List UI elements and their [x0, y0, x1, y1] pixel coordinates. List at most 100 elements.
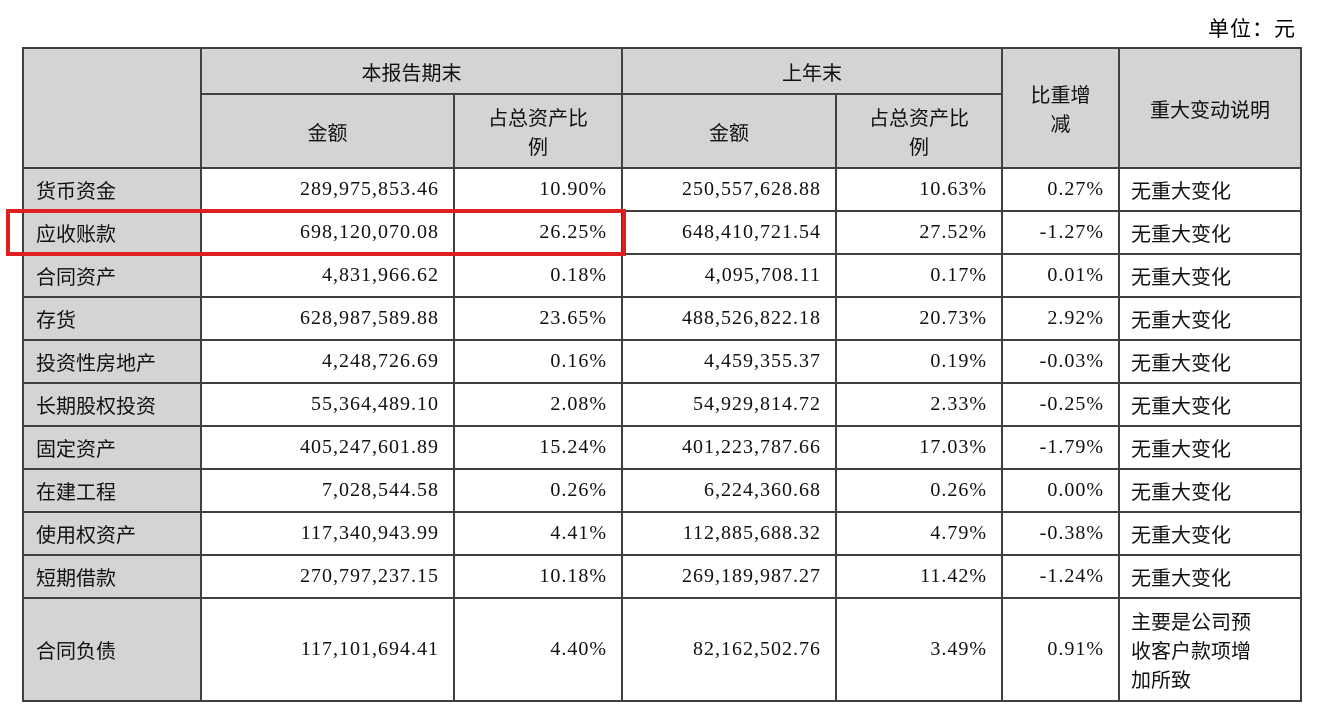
note-cell: 无重大变化 [1118, 296, 1302, 341]
current-pct-cell: 10.18% [453, 554, 623, 599]
prior-pct-header: 占总资产比 例 [835, 93, 1003, 169]
current-pct-cell: 10.90% [453, 167, 623, 212]
change-pct-cell: 0.00% [1001, 468, 1120, 513]
current-pct-cell: 0.16% [453, 339, 623, 384]
prior-amount-cell: 488,526,822.18 [621, 296, 837, 341]
table-row: 固定资产 405,247,601.89 15.24% 401,223,787.66 17… [22, 425, 1302, 470]
prior-amount-cell: 401,223,787.66 [621, 425, 837, 470]
prior-amount-cell: 4,095,708.11 [621, 253, 837, 298]
table-body: 货币资金 289,975,853.46 10.90% 250,557,628.88 10… [22, 167, 1302, 702]
current-pct-cell: 23.65% [453, 296, 623, 341]
note-cell: 主要是公司预 收客户款项增 加所致 [1118, 597, 1302, 702]
prior-amount-header: 金额 [621, 93, 837, 169]
row-label-cell: 使用权资产 [22, 511, 202, 556]
table-row: 合同资产 4,831,966.62 0.18% 4,095,708.11 0.17% 0.… [22, 253, 1302, 298]
current-amount-cell: 55,364,489.10 [200, 382, 455, 427]
note-cell: 无重大变化 [1118, 554, 1302, 599]
current-pct-cell: 0.26% [453, 468, 623, 513]
row-label-cell: 在建工程 [22, 468, 202, 513]
table-row: 使用权资产 117,340,943.99 4.41% 112,885,688.32 4.… [22, 511, 1302, 556]
prior-pct-cell: 27.52% [835, 210, 1003, 255]
current-pct-cell: 2.08% [453, 382, 623, 427]
current-amount-cell: 4,248,726.69 [200, 339, 455, 384]
current-pct-cell: 0.18% [453, 253, 623, 298]
prior-pct-cell: 0.17% [835, 253, 1003, 298]
prior-amount-cell: 269,189,987.27 [621, 554, 837, 599]
prior-pct-cell: 3.49% [835, 597, 1003, 702]
corner-header-cell [22, 47, 202, 169]
current-amount-cell: 117,340,943.99 [200, 511, 455, 556]
prior-amount-cell: 4,459,355.37 [621, 339, 837, 384]
change-pct-cell: 0.91% [1001, 597, 1120, 702]
row-label-cell: 合同负债 [22, 597, 202, 702]
prior-amount-cell: 6,224,360.68 [621, 468, 837, 513]
current-amount-cell: 628,987,589.88 [200, 296, 455, 341]
table-row: 应收账款 698,120,070.08 26.25% 648,410,721.54 27… [22, 210, 1302, 255]
row-label-cell: 投资性房地产 [22, 339, 202, 384]
note-cell: 无重大变化 [1118, 339, 1302, 384]
prior-amount-cell: 82,162,502.76 [621, 597, 837, 702]
prior-amount-cell: 54,929,814.72 [621, 382, 837, 427]
prior-pct-cell: 17.03% [835, 425, 1003, 470]
change-pct-cell: 0.01% [1001, 253, 1120, 298]
change-pct-cell: -0.03% [1001, 339, 1120, 384]
current-pct-cell: 4.40% [453, 597, 623, 702]
change-pct-cell: 2.92% [1001, 296, 1120, 341]
change-pct-cell: -0.38% [1001, 511, 1120, 556]
change-pct-cell: -1.24% [1001, 554, 1120, 599]
row-label-cell: 货币资金 [22, 167, 202, 212]
prior-pct-cell: 0.26% [835, 468, 1003, 513]
note-cell: 无重大变化 [1118, 382, 1302, 427]
prior-amount-cell: 250,557,628.88 [621, 167, 837, 212]
prior-pct-cell: 0.19% [835, 339, 1003, 384]
table-row: 投资性房地产 4,248,726.69 0.16% 4,459,355.37 0.19%… [22, 339, 1302, 384]
change-pct-cell: -0.25% [1001, 382, 1120, 427]
current-amount-header: 金额 [200, 93, 455, 169]
change-pct-cell: -1.27% [1001, 210, 1120, 255]
current-pct-cell: 4.41% [453, 511, 623, 556]
current-period-group-header: 本报告期末 [200, 47, 623, 95]
current-amount-cell: 7,028,544.58 [200, 468, 455, 513]
prior-amount-cell: 112,885,688.32 [621, 511, 837, 556]
prior-year-group-header: 上年末 [621, 47, 1003, 95]
current-pct-cell: 15.24% [453, 425, 623, 470]
current-amount-cell: 270,797,237.15 [200, 554, 455, 599]
current-pct-header: 占总资产比 例 [453, 93, 623, 169]
prior-pct-cell: 4.79% [835, 511, 1003, 556]
weight-change-header: 比重增 减 [1001, 47, 1120, 169]
unit-label: 单位：元 [1208, 17, 1296, 41]
current-pct-cell: 26.25% [453, 210, 623, 255]
row-label-cell: 短期借款 [22, 554, 202, 599]
current-amount-cell: 4,831,966.62 [200, 253, 455, 298]
note-cell: 无重大变化 [1118, 468, 1302, 513]
row-label-cell: 长期股权投资 [22, 382, 202, 427]
prior-pct-cell: 2.33% [835, 382, 1003, 427]
table-header: 本报告期末 上年末 比重增 减 重大变动说明 金额 占总资产比 例 金额 占总资… [22, 47, 1302, 169]
change-pct-cell: 0.27% [1001, 167, 1120, 212]
note-cell: 无重大变化 [1118, 210, 1302, 255]
table-row: 合同负债 117,101,694.41 4.40% 82,162,502.76 3.49… [22, 597, 1302, 702]
assets-table: 本报告期末 上年末 比重增 减 重大变动说明 金额 占总资产比 例 金额 占总资… [22, 47, 1302, 702]
row-label-cell: 存货 [22, 296, 202, 341]
current-amount-cell: 289,975,853.46 [200, 167, 455, 212]
prior-pct-cell: 11.42% [835, 554, 1003, 599]
table-row: 短期借款 270,797,237.15 10.18% 269,189,987.27 11… [22, 554, 1302, 599]
table-row: 长期股权投资 55,364,489.10 2.08% 54,929,814.72 2.3… [22, 382, 1302, 427]
table-row: 货币资金 289,975,853.46 10.90% 250,557,628.88 10… [22, 167, 1302, 212]
row-label-cell: 应收账款 [22, 210, 202, 255]
major-change-note-header: 重大变动说明 [1118, 47, 1302, 169]
note-cell: 无重大变化 [1118, 253, 1302, 298]
current-amount-cell: 117,101,694.41 [200, 597, 455, 702]
note-cell: 无重大变化 [1118, 425, 1302, 470]
row-label-cell: 固定资产 [22, 425, 202, 470]
current-amount-cell: 405,247,601.89 [200, 425, 455, 470]
prior-amount-cell: 648,410,721.54 [621, 210, 837, 255]
current-amount-cell: 698,120,070.08 [200, 210, 455, 255]
prior-pct-cell: 10.63% [835, 167, 1003, 212]
table-row: 在建工程 7,028,544.58 0.26% 6,224,360.68 0.26% 0.… [22, 468, 1302, 513]
row-label-cell: 合同资产 [22, 253, 202, 298]
note-cell: 无重大变化 [1118, 167, 1302, 212]
note-cell: 无重大变化 [1118, 511, 1302, 556]
prior-pct-cell: 20.73% [835, 296, 1003, 341]
